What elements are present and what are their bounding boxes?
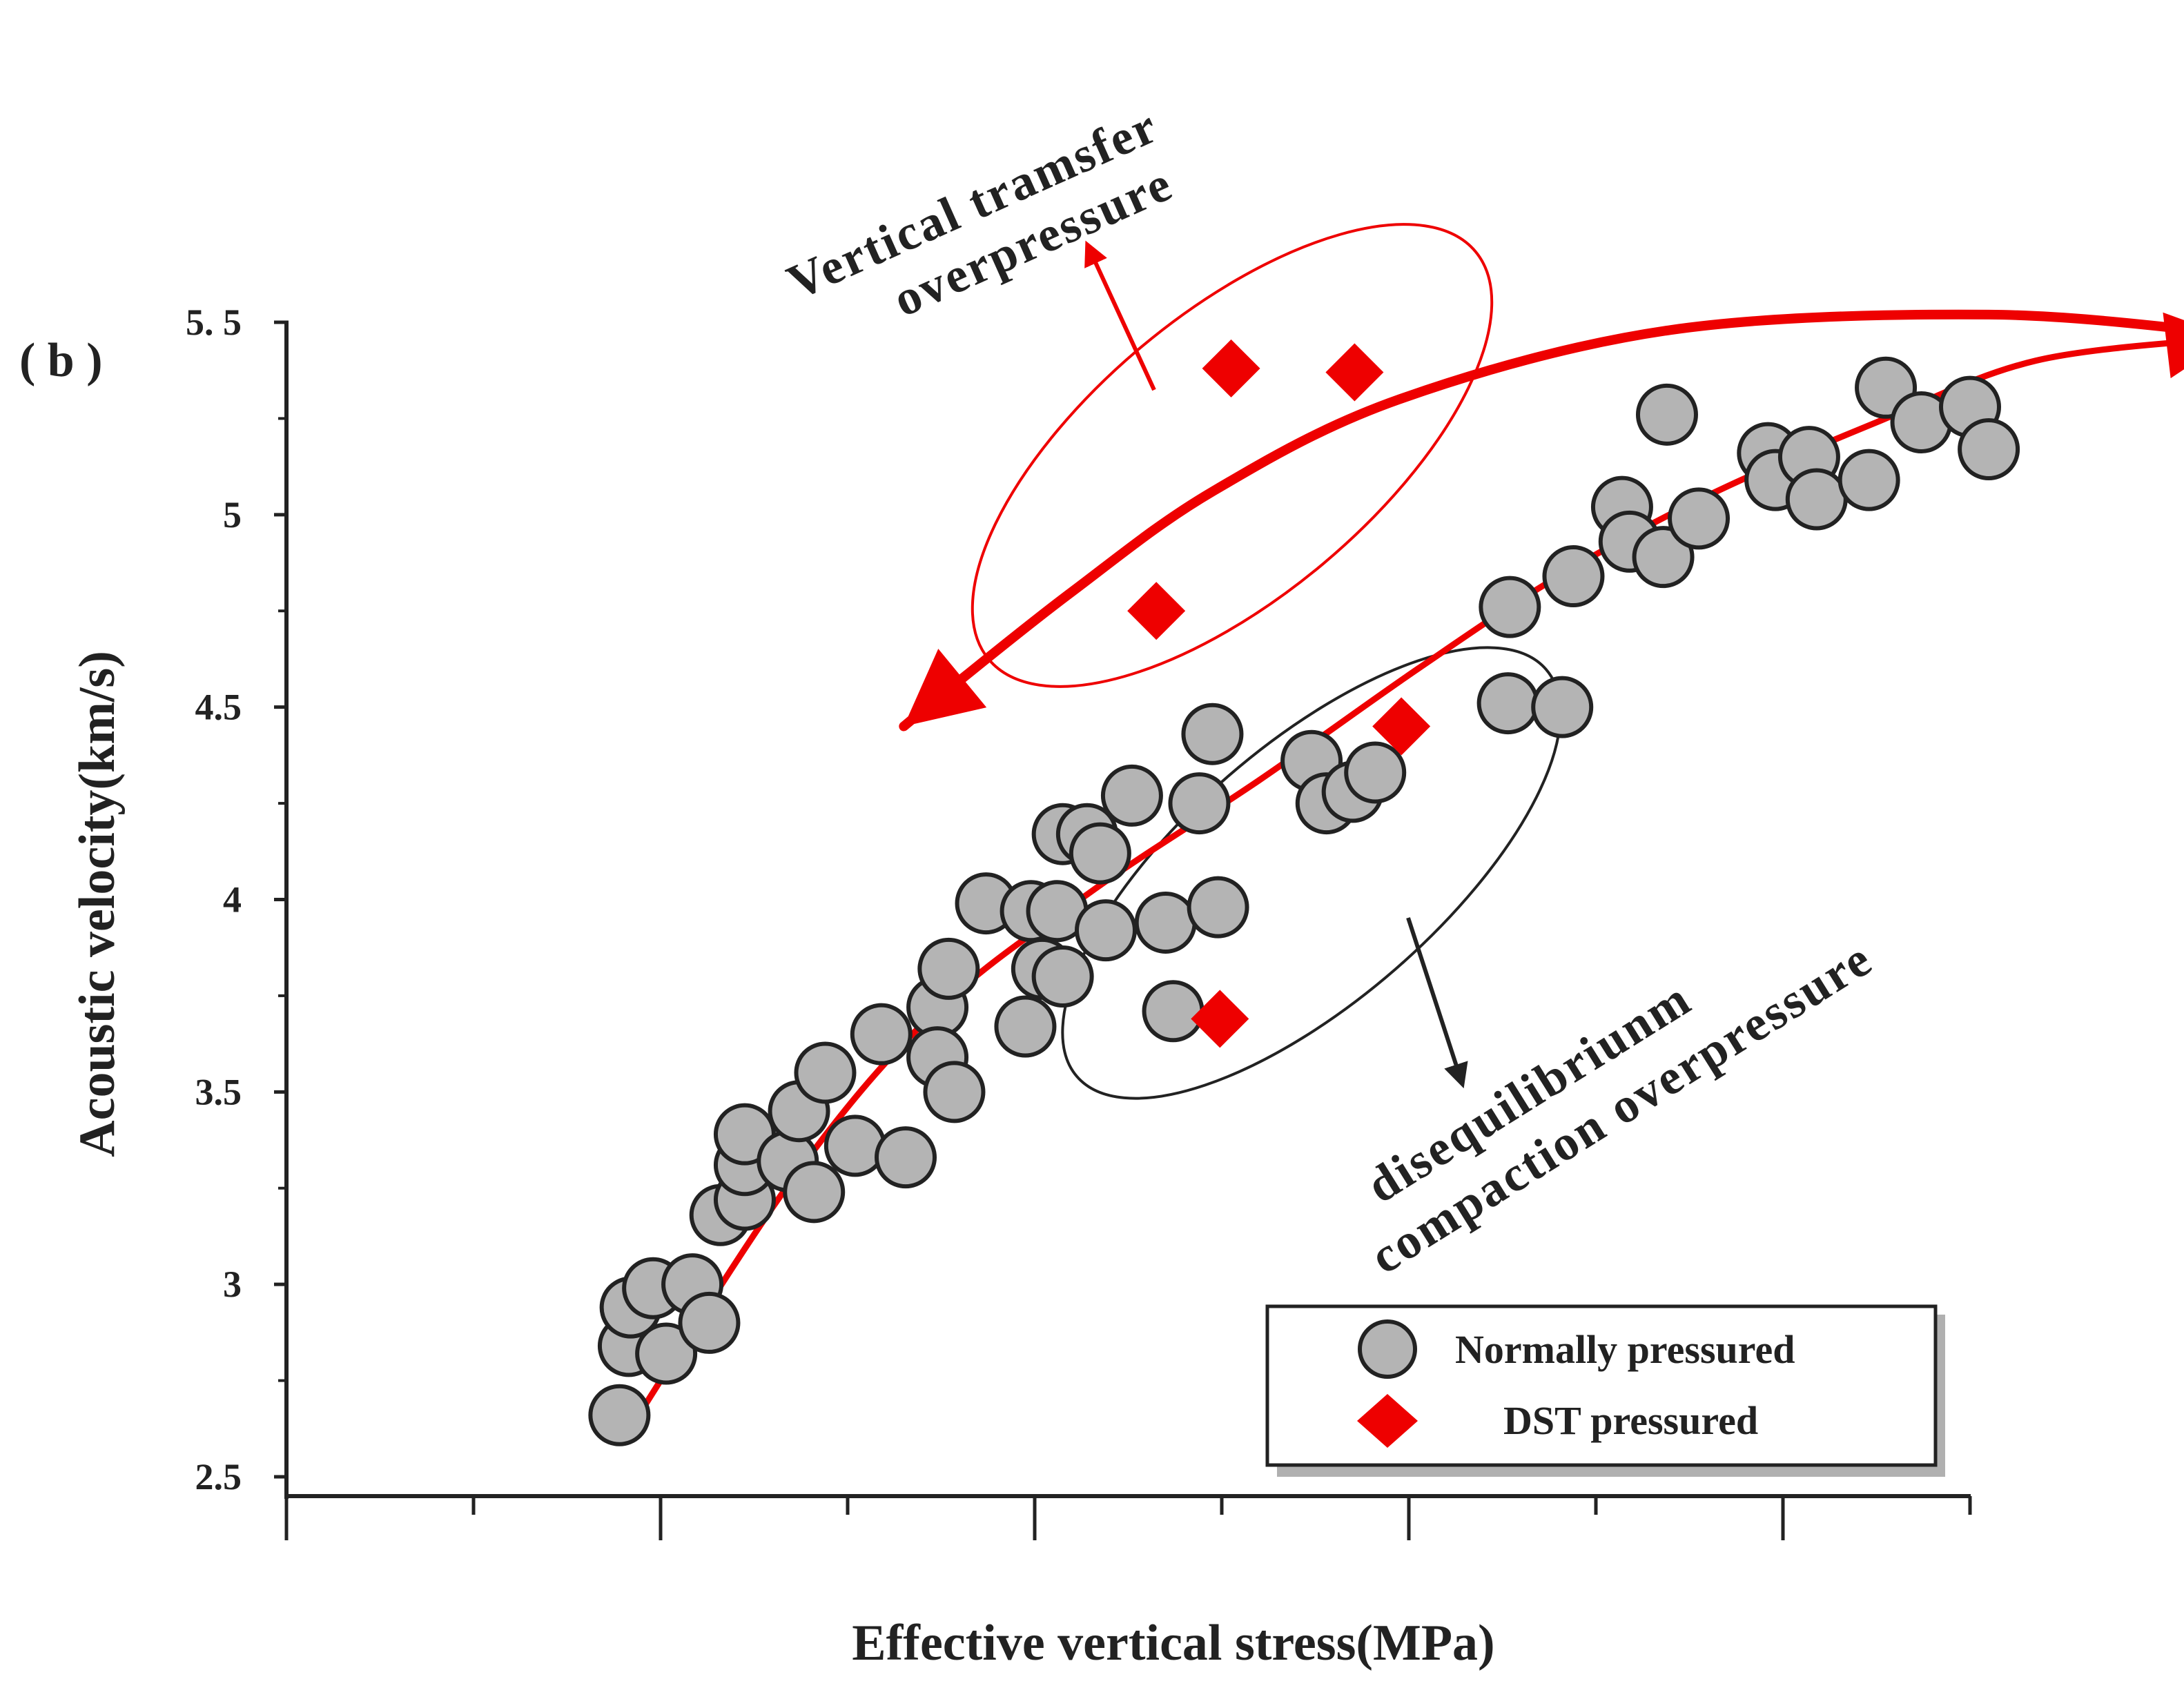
dst-pressured-point bbox=[1325, 343, 1384, 402]
y-tick-label: 5. 5 bbox=[186, 302, 242, 343]
normally-pressured-point bbox=[823, 1114, 886, 1177]
disequilibrium-label: disequilibriunm compaction overpressure bbox=[1357, 930, 1882, 1284]
normally-pressured-point bbox=[1100, 764, 1163, 827]
normally-pressured-point bbox=[1632, 526, 1695, 589]
legend-diamond-marker bbox=[1357, 1394, 1418, 1448]
reversal-curve bbox=[899, 309, 2184, 731]
y-axis-title: Acoustic velocity(km/s) bbox=[69, 651, 126, 1157]
y-tick-label: 3 bbox=[223, 1264, 242, 1305]
normally-pressured-point bbox=[1069, 822, 1131, 885]
dst-pressured-point bbox=[1372, 697, 1431, 756]
normally-pressured-point bbox=[850, 1003, 913, 1065]
normally-pressured-point bbox=[783, 1161, 846, 1224]
legend-circle-marker bbox=[1358, 1319, 1417, 1379]
normally-pressured-point bbox=[1958, 418, 2020, 481]
normally-pressured-point bbox=[1181, 703, 1244, 765]
disequilibrium-pointer-arrow bbox=[1406, 917, 1468, 1089]
dst-pressured-point bbox=[1191, 990, 1249, 1048]
dst-pressured-point bbox=[1127, 582, 1186, 640]
y-tick-label: 4 bbox=[223, 879, 242, 921]
normally-pressured-point bbox=[1187, 876, 1249, 939]
normally-pressured-points bbox=[588, 356, 2020, 1446]
normally-pressured-point bbox=[994, 995, 1057, 1058]
normally-pressured-point bbox=[923, 1061, 986, 1123]
normally-pressured-point bbox=[1837, 449, 1900, 511]
normally-pressured-point bbox=[1479, 576, 1541, 638]
normally-pressured-point bbox=[1476, 672, 1539, 735]
disequilibrium-line-2: compaction overpressure bbox=[1361, 930, 1882, 1284]
panel-label: ( b ) bbox=[19, 334, 103, 387]
normally-pressured-point bbox=[875, 1126, 937, 1189]
legend-label-dst-pressured: DST pressured bbox=[1503, 1398, 1758, 1443]
normally-pressured-point bbox=[794, 1041, 857, 1104]
dst-pressured-point bbox=[1202, 339, 1260, 397]
normally-pressured-point bbox=[917, 937, 980, 1000]
legend-label-normally-pressured: Normally pressured bbox=[1455, 1327, 1795, 1372]
dst-pressured-points bbox=[1127, 339, 1431, 1048]
normally-pressured-point bbox=[1074, 899, 1137, 962]
y-tick-label: 3.5 bbox=[195, 1071, 242, 1112]
normally-pressured-point bbox=[1542, 545, 1605, 608]
y-tick-label: 5 bbox=[223, 494, 242, 536]
y-tick-label: 4.5 bbox=[195, 687, 242, 728]
normally-pressured-point bbox=[1168, 772, 1231, 835]
vertical-transfer-label: Vertical tramsfer overpressure bbox=[779, 97, 1181, 327]
y-tick-label: 2.5 bbox=[195, 1456, 242, 1497]
legend: Normally pressured DST pressured bbox=[1265, 1304, 1945, 1477]
normally-pressured-point bbox=[678, 1291, 741, 1354]
normally-pressured-point bbox=[1344, 741, 1407, 804]
disequilibrium-ellipse bbox=[1061, 646, 1562, 1100]
reversal-arrowhead bbox=[904, 649, 987, 727]
normally-pressured-point bbox=[1785, 468, 1848, 531]
normally-pressured-point bbox=[1134, 891, 1197, 954]
normally-pressured-point bbox=[1531, 676, 1594, 738]
x-ticks bbox=[284, 1496, 1972, 1540]
normally-pressured-point bbox=[1668, 487, 1730, 550]
normally-pressured-point bbox=[588, 1384, 651, 1446]
normally-pressured-point bbox=[1635, 383, 1698, 446]
normally-pressured-point bbox=[1031, 945, 1094, 1008]
axes bbox=[284, 322, 1971, 1499]
y-ticks: 2.5 3 3.5 4 4.5 5 5. 5 bbox=[186, 302, 289, 1497]
normally-pressured-point bbox=[1142, 980, 1205, 1043]
x-axis-title: Effective vertical stress(MPa) bbox=[852, 1615, 1494, 1671]
normally-pressured-point bbox=[635, 1322, 698, 1385]
vertical-transfer-pointer-arrow bbox=[1084, 240, 1156, 391]
